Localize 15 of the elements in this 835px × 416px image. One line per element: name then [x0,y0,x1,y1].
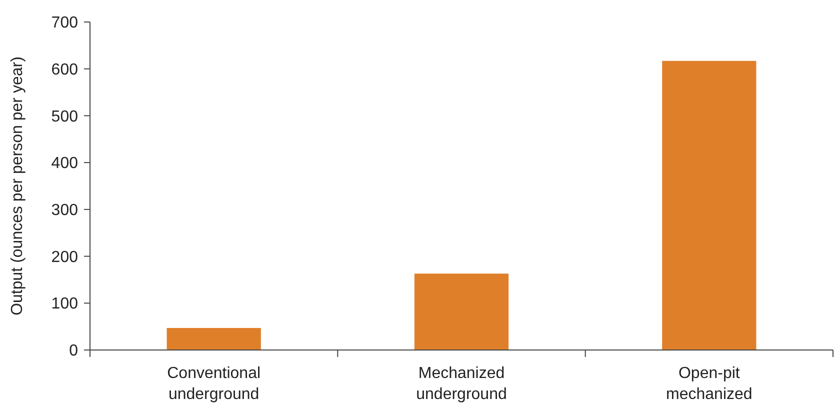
y-tick-label: 0 [69,342,78,360]
y-tick-label: 300 [51,202,78,220]
y-tick-label: 200 [51,248,78,266]
y-tick-label: 500 [51,108,78,126]
x-tick-label: Conventional underground [167,365,261,403]
y-tick-label: 100 [51,296,78,313]
y-tick-label: 400 [51,155,78,172]
y-axis-title: Output (ounces per person per year) [9,56,26,316]
bar [414,274,509,350]
y-tick-label: 600 [51,61,78,78]
bar [166,328,261,350]
y-tick-label: 700 [51,14,78,32]
bar [662,60,756,350]
x-tick-label: Open-pit mechanized [666,365,752,403]
x-tick-label: Mechanized underground [416,365,507,403]
